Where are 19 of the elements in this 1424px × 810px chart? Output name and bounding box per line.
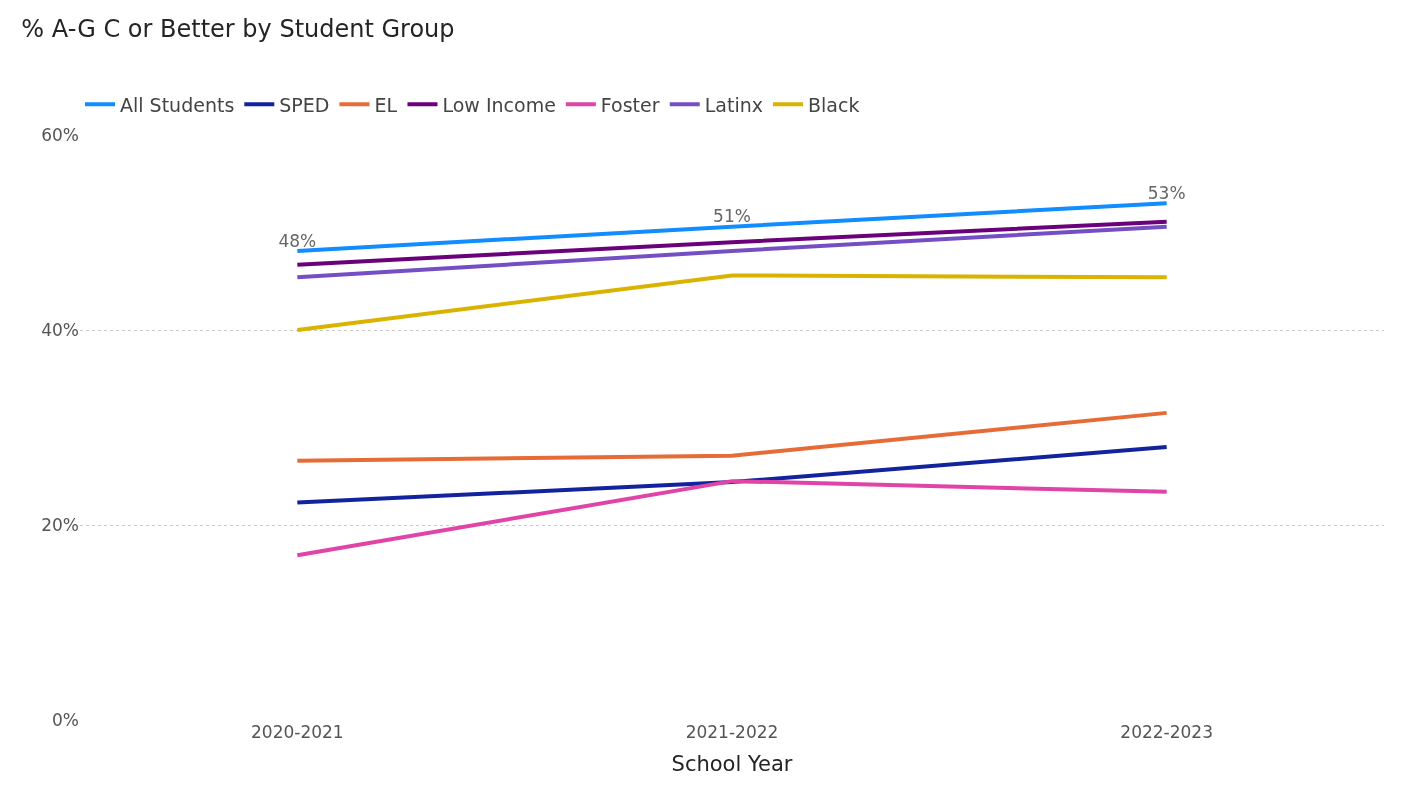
y-tick-label: 40% <box>41 319 79 340</box>
x-tick-label: 2021-2022 <box>685 722 779 742</box>
x-axis-title: School Year <box>671 752 793 777</box>
data-label: 51% <box>713 206 751 227</box>
legend-label: EL <box>374 93 398 116</box>
legend-label: Low Income <box>442 93 556 116</box>
legend-label: Black <box>808 93 860 116</box>
y-tick-label: 0% <box>52 709 79 730</box>
y-tick-label: 20% <box>41 514 79 535</box>
data-label: 48% <box>278 230 317 251</box>
y-tick-label: 60% <box>41 124 79 145</box>
x-tick-label: 2022-2023 <box>1120 722 1214 742</box>
legend-label: SPED <box>279 93 330 116</box>
legend-label: All Students <box>120 93 235 116</box>
data-label: 53% <box>1147 183 1186 203</box>
legend-label: Foster <box>600 93 660 116</box>
chart-title: % A-G C or Better by Student Group <box>21 15 455 44</box>
legend-label: Latinx <box>704 93 763 116</box>
x-tick-label: 2020-2021 <box>250 722 344 742</box>
